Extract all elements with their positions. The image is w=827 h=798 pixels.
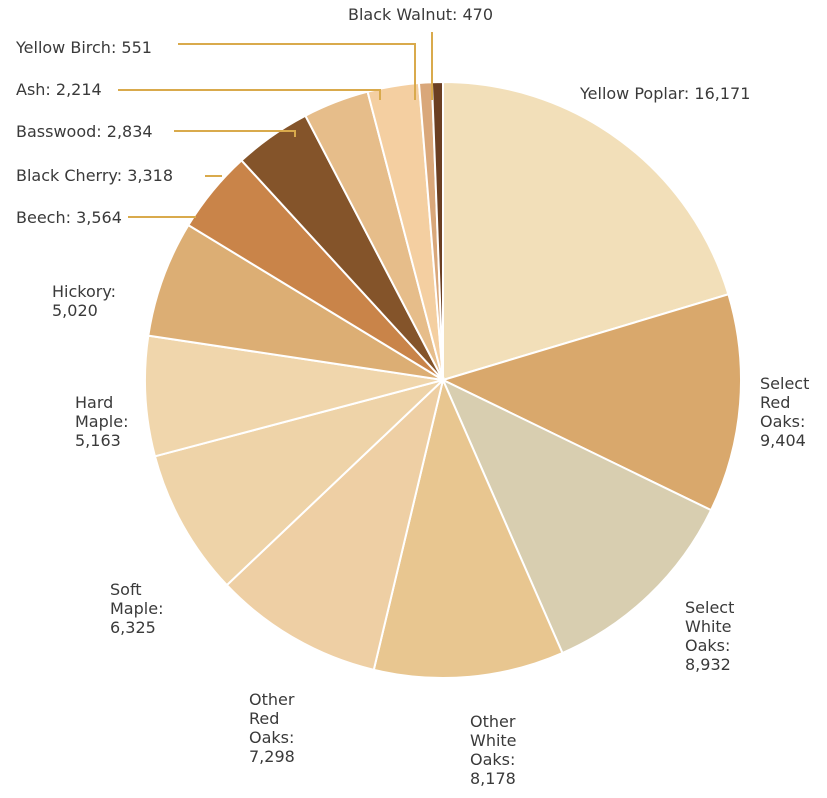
slice-label: Other Red Oaks 7,298 [249, 690, 309, 766]
category-label: Ash [16, 80, 51, 99]
value-label: 470 [462, 5, 494, 24]
category-label: Hard Maple [75, 393, 128, 431]
value-label: 8,178 [470, 769, 516, 788]
value-label: 5,020 [52, 301, 98, 320]
value-label: 5,163 [75, 431, 121, 450]
slice-label: Yellow Poplar 16,171 [580, 84, 750, 103]
slice-label: Ash 2,214 [16, 80, 102, 99]
value-label: 6,325 [110, 618, 156, 637]
slice-label: Beech 3,564 [16, 208, 122, 227]
value-label: 2,214 [55, 80, 102, 99]
leader-line [118, 89, 381, 100]
slice-label: Yellow Birch 551 [16, 38, 152, 57]
slice-label: Black Walnut 470 [348, 5, 493, 24]
category-label: Select Red Oaks [760, 374, 809, 431]
value-label: 16,171 [694, 84, 751, 103]
value-label: 3,318 [127, 166, 174, 185]
slice-label: Black Cherry 3,318 [16, 166, 173, 185]
category-label: Soft Maple [110, 580, 163, 618]
category-label: Yellow Poplar [580, 84, 689, 103]
slice-label: Basswood 2,834 [16, 122, 153, 141]
pie-slice [144, 334, 444, 458]
slice-label: Soft Maple 6,325 [110, 580, 170, 637]
category-label: Basswood [16, 122, 102, 141]
pie-slice [153, 379, 444, 587]
pie-slice [147, 223, 444, 381]
pie-slice [225, 376, 445, 672]
value-label: 3,564 [76, 208, 122, 227]
category-label: Black Walnut [348, 5, 457, 24]
category-label: Hickory [52, 282, 116, 301]
category-label: Black Cherry [16, 166, 122, 185]
value-label: 7,298 [249, 747, 295, 766]
leader-line [174, 130, 296, 137]
pie-slice [372, 376, 564, 679]
value-label: 9,404 [760, 431, 806, 450]
slice-label: Hard Maple 5,163 [75, 393, 135, 450]
slice-label: Hickory 5,020 [52, 282, 132, 320]
slice-label: Other White Oaks 8,178 [470, 712, 530, 788]
pie-slice [440, 377, 713, 655]
category-label: Yellow Birch [16, 38, 116, 57]
slice-label: Select White Oaks 8,932 [685, 598, 745, 674]
value-label: 8,932 [685, 655, 731, 674]
category-label: Beech [16, 208, 71, 227]
category-label: Select White Oaks [685, 598, 734, 655]
category-label: Other Red Oaks [249, 690, 294, 747]
slice-label: Select Red Oaks 9,404 [760, 374, 820, 450]
value-label: 2,834 [106, 122, 153, 141]
value-label: 551 [121, 38, 152, 57]
category-label: Other White Oaks [470, 712, 517, 769]
leader-line [178, 43, 416, 100]
pie-slice [442, 80, 730, 382]
pie-slice [440, 293, 742, 512]
